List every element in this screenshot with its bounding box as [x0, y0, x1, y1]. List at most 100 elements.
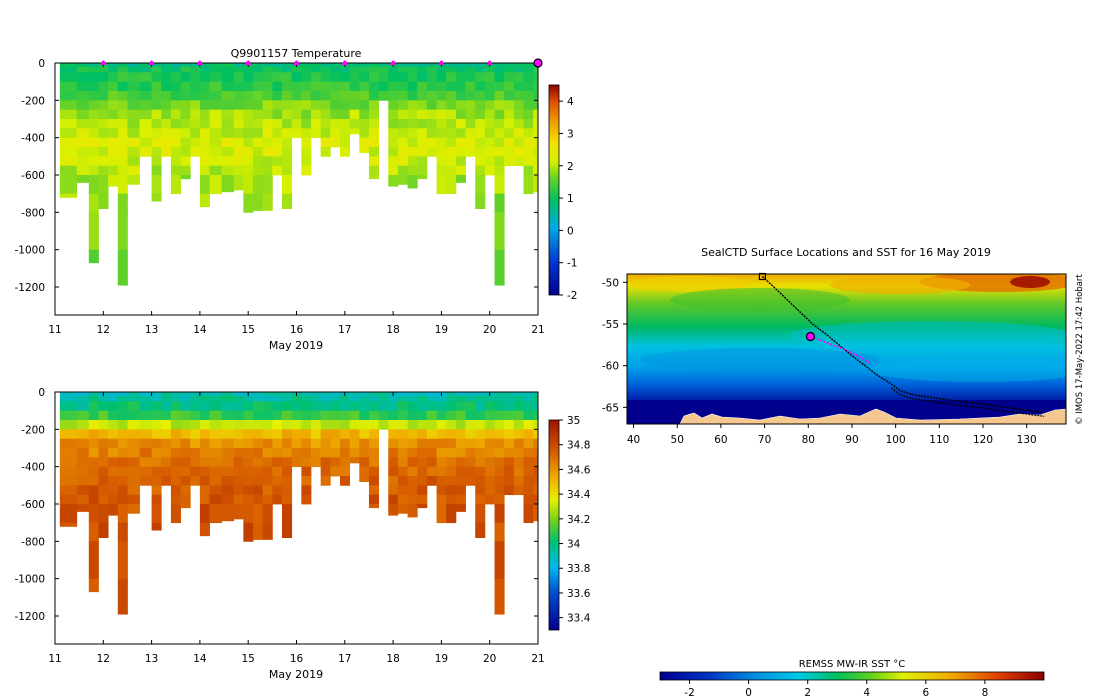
profile-cell	[88, 578, 99, 593]
profile-cell	[320, 63, 331, 68]
profile-cell	[117, 438, 128, 449]
profile-cell	[388, 457, 399, 468]
profile-cell	[190, 128, 201, 139]
profile-cell	[455, 175, 466, 183]
profile-cell	[170, 165, 181, 176]
profile-cell	[533, 504, 539, 522]
profile-cell	[378, 72, 389, 83]
profile-cell	[209, 395, 223, 402]
profile-cell	[199, 119, 210, 129]
profile-cell	[190, 81, 201, 92]
profile-cell	[301, 457, 312, 468]
x-tick-label: 17	[338, 324, 351, 336]
profile-cell	[359, 401, 370, 412]
profile-cell	[127, 66, 140, 73]
profile-cell	[484, 128, 495, 139]
profile-cell	[301, 420, 312, 430]
profile-cell	[161, 72, 172, 83]
profile-cell	[436, 100, 447, 111]
profile-cell	[272, 392, 283, 397]
profile-cell	[484, 401, 495, 412]
profile-cell	[161, 420, 172, 430]
profile-cell	[455, 63, 466, 68]
profile-cell	[253, 395, 264, 402]
colorbar-tick-label: 34.4	[567, 489, 591, 501]
profile-cell	[407, 72, 418, 83]
profile-cell	[426, 410, 437, 421]
profile-cell	[190, 63, 201, 68]
profile-cell	[272, 66, 283, 73]
profile-cell	[98, 137, 109, 148]
profile-cell	[523, 466, 534, 477]
profile-cell	[88, 420, 99, 430]
profile-cell	[262, 485, 273, 496]
profile-cell	[117, 137, 128, 148]
profile-cell	[349, 438, 360, 449]
profile-cell	[180, 476, 191, 486]
profile-cell	[446, 438, 457, 449]
profile-cell	[504, 485, 515, 496]
profile-cell	[446, 109, 457, 120]
profile-cell	[475, 72, 486, 83]
profile-cell	[397, 448, 408, 458]
profile-cell	[127, 457, 140, 468]
profile-cell	[446, 395, 457, 402]
profile-cell	[417, 100, 428, 111]
profile-cell	[388, 156, 399, 167]
profile-cell	[494, 457, 505, 468]
profile-cell	[209, 438, 223, 449]
profile-cell	[475, 100, 486, 111]
profile-cell	[180, 504, 191, 509]
profile-cell	[397, 100, 408, 111]
profile-cell	[76, 410, 90, 421]
profile-cell	[359, 395, 370, 402]
temperature-title: Q9901157 Temperature	[231, 47, 362, 60]
profile-cell	[484, 81, 495, 92]
time-marker-dot	[246, 60, 251, 66]
profile-cell	[475, 109, 486, 120]
profile-cell	[282, 457, 293, 468]
profile-cell	[417, 485, 428, 496]
profile-cell	[475, 485, 486, 496]
profile-cell	[523, 81, 534, 92]
profile-cell	[221, 165, 235, 176]
profile-cell	[475, 128, 486, 139]
sst-map-title: SealCTD Surface Locations and SST for 16…	[701, 246, 991, 259]
profile-cell	[127, 494, 140, 505]
profile-cell	[127, 119, 140, 129]
profile-cell	[475, 165, 486, 176]
profile-cell	[359, 420, 370, 430]
profile-cell	[233, 448, 244, 458]
profile-cell	[533, 66, 539, 73]
profile-cell	[98, 193, 109, 209]
profile-cell	[417, 109, 428, 120]
profile-cell	[513, 466, 524, 477]
profile-cell	[272, 91, 283, 101]
profile-cell	[484, 466, 495, 477]
profile-cell	[339, 91, 351, 101]
profile-cell	[180, 494, 191, 505]
profile-cell	[465, 438, 476, 449]
profile-cell	[108, 448, 119, 458]
profile-cell	[98, 119, 109, 129]
profile-cell	[221, 147, 235, 157]
profile-cell	[475, 395, 486, 402]
sst-colorbar	[659, 671, 1045, 681]
profile-cell	[221, 494, 235, 505]
profile-cell	[504, 72, 515, 83]
sst-colorbar-tick-label: 0	[745, 687, 752, 699]
profile-cell	[221, 392, 235, 397]
profile-cell	[209, 457, 223, 468]
profile-cell	[465, 63, 476, 68]
profile-cell	[455, 156, 466, 167]
profile-cell	[76, 494, 90, 505]
profile-cell	[494, 175, 505, 195]
profile-cell	[151, 165, 162, 176]
profile-cell	[180, 119, 191, 129]
profile-cell	[417, 137, 428, 148]
profile-cell	[368, 175, 380, 180]
profile-cell	[310, 420, 322, 430]
profile-cell	[98, 448, 109, 458]
profile-cell	[523, 429, 534, 440]
profile-cell	[272, 438, 283, 449]
